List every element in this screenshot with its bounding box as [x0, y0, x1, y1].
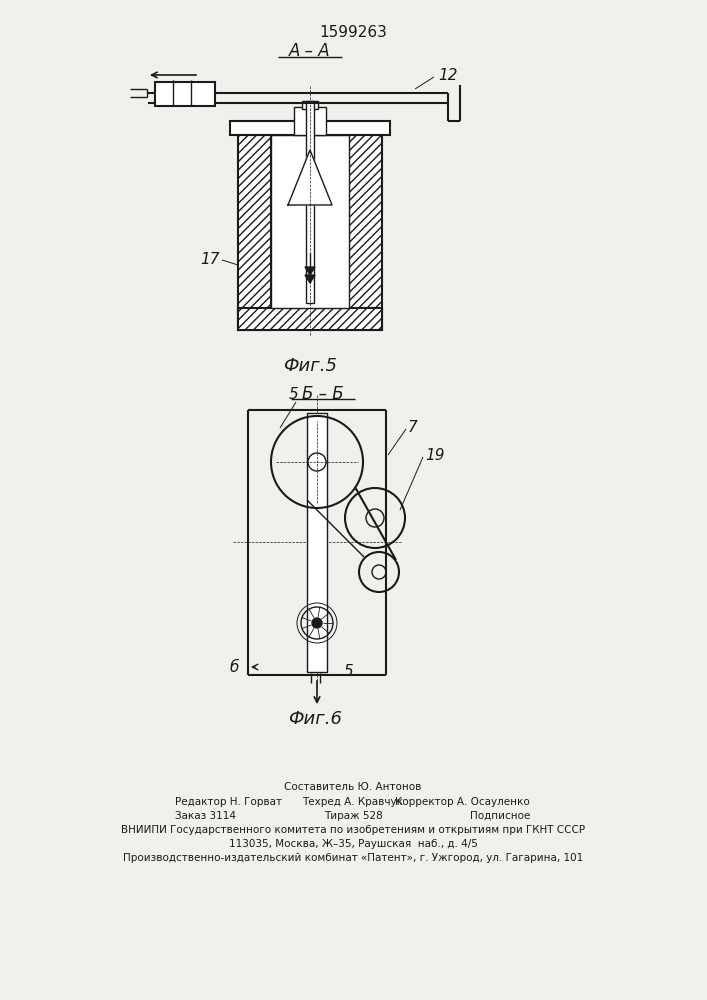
Polygon shape [305, 267, 315, 275]
Text: Корректор А. Осауленко: Корректор А. Осауленко [395, 797, 530, 807]
Bar [294, 107, 326, 135]
Text: Техред А. Кравчук: Техред А. Кравчук [303, 797, 404, 807]
Text: 5: 5 [289, 387, 299, 402]
Text: Подписное: Подписное [469, 811, 530, 821]
Text: 19: 19 [425, 448, 445, 462]
Bar [306, 101, 314, 303]
Text: Тираж 528: Тираж 528 [324, 811, 382, 821]
Text: Заказ 3114: Заказ 3114 [175, 811, 236, 821]
Bar [302, 101, 318, 109]
Text: Фиг.5: Фиг.5 [283, 357, 337, 375]
Text: б: б [230, 660, 239, 674]
Bar [238, 308, 382, 330]
Text: Составитель Ю. Антонов: Составитель Ю. Антонов [284, 782, 421, 792]
Polygon shape [288, 150, 332, 205]
Text: 113035, Москва, Ж–35, Раушская  наб., д. 4/5: 113035, Москва, Ж–35, Раушская наб., д. … [228, 839, 477, 849]
Text: 7: 7 [408, 420, 418, 436]
Text: 1599263: 1599263 [319, 25, 387, 40]
Polygon shape [305, 275, 315, 283]
Text: ВНИИПИ Государственного комитета по изобретениям и открытиям при ГКНТ СССР: ВНИИПИ Государственного комитета по изоб… [121, 825, 585, 835]
Bar [307, 413, 327, 672]
Text: 12: 12 [438, 68, 457, 83]
Bar [230, 121, 390, 135]
Bar [155, 82, 215, 106]
Bar [238, 135, 271, 330]
Bar [271, 135, 349, 308]
Text: Производственно-издательский комбинат «Патент», г. Ужгород, ул. Гагарина, 101: Производственно-издательский комбинат «П… [123, 853, 583, 863]
Circle shape [312, 618, 322, 628]
Text: А – А: А – А [289, 42, 331, 60]
Bar [349, 135, 382, 330]
Text: 5: 5 [344, 664, 354, 680]
Text: Редактор Н. Горват: Редактор Н. Горват [175, 797, 282, 807]
Text: Фиг.6: Фиг.6 [288, 710, 342, 728]
Text: 17: 17 [201, 252, 220, 267]
Text: Б – Б: Б – Б [302, 385, 344, 403]
